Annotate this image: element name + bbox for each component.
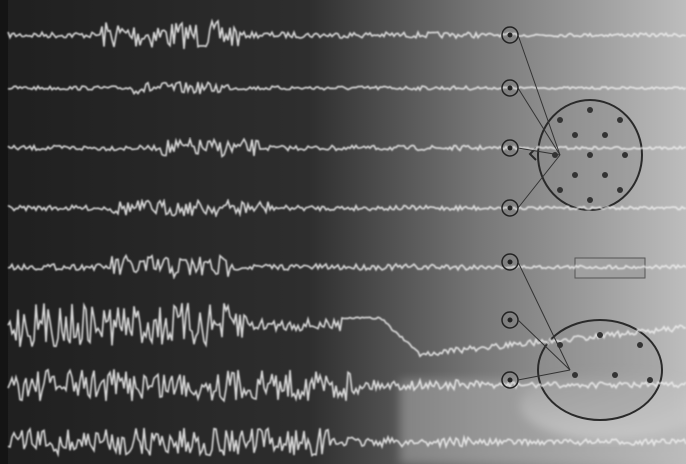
trace [7,368,686,403]
head-electrode [572,132,578,138]
head-electrode [587,152,593,158]
lead-wire [517,261,571,371]
head-electrode [572,172,578,178]
lead-wire [517,369,571,381]
frame-edge [0,0,8,464]
head-electrode [572,372,578,378]
electrode-dot [507,85,513,91]
head-electrode [622,152,628,158]
lead-wire [517,319,571,371]
electrode-dot [507,317,513,323]
head-electrode [617,187,623,193]
head-electrode [557,187,563,193]
trace [7,197,686,219]
head-electrode [617,117,623,123]
fog-band [400,380,686,464]
trace [7,18,686,49]
electrode-dot [507,205,513,211]
eeg-traces [7,18,686,458]
trace [7,80,686,96]
trace [7,426,686,458]
head-electrode [557,117,563,123]
lead-wire [517,154,561,209]
trace [7,302,686,358]
head-electrode [602,172,608,178]
lead-wire [517,34,561,156]
head-electrode [612,372,618,378]
electrode-dot [507,259,513,265]
head-electrode [647,377,653,383]
electrode-dot [507,32,513,38]
trace [7,136,686,158]
head-electrode [587,107,593,113]
head-electrode [587,197,593,203]
head-diagrams [528,99,663,421]
lead-wire [517,87,561,156]
head-electrode [552,152,558,158]
head-electrode [557,342,563,348]
head-electrode [637,342,643,348]
electrode-dot [507,377,513,383]
head-bottom [537,319,663,421]
electrode-dot [507,145,513,151]
head-electrode [597,332,603,338]
electrode-markers [501,26,653,389]
trace [7,253,686,280]
head-electrode [602,132,608,138]
